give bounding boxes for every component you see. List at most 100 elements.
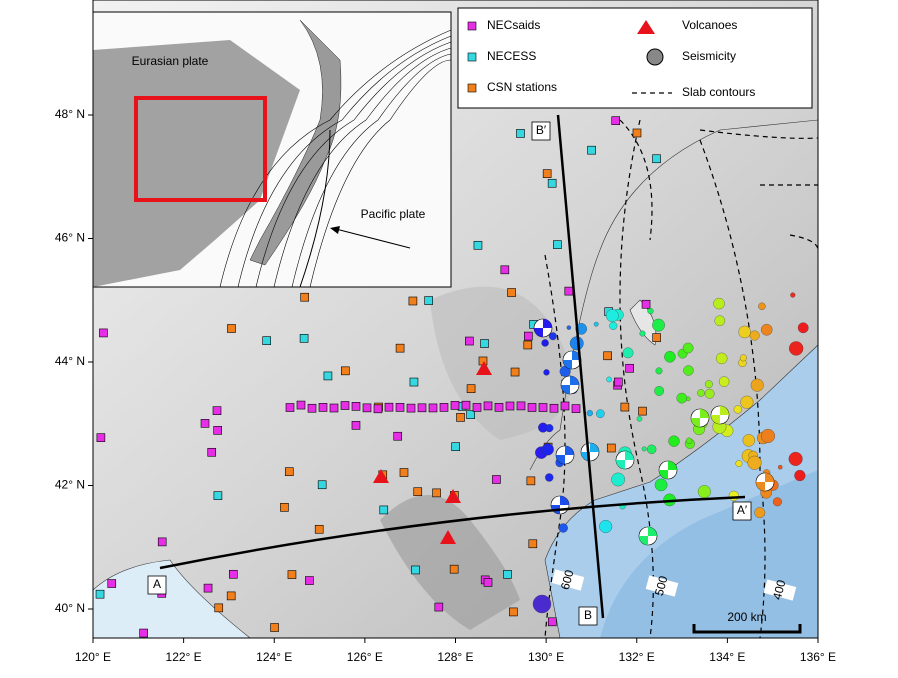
earthquake	[654, 386, 664, 396]
coast	[529, 119, 819, 471]
csn-station	[408, 296, 418, 306]
csn-station	[456, 413, 465, 422]
legend-label: NECsaids	[487, 18, 540, 32]
earthquake	[541, 443, 554, 456]
necsaids-station	[318, 403, 328, 412]
x-tick-label: 128° E	[437, 650, 473, 664]
earthquake	[797, 322, 809, 334]
earthquake	[532, 594, 552, 614]
necsaids-station	[200, 419, 210, 428]
earthquake	[606, 376, 612, 383]
necsaids-station	[395, 403, 405, 412]
volcano	[445, 489, 461, 503]
earthquake	[636, 416, 643, 422]
earthquake	[566, 325, 572, 330]
necess-station	[95, 589, 105, 599]
necsaids-station	[483, 401, 493, 411]
earthquake	[760, 428, 775, 443]
csn-station	[466, 384, 476, 393]
earthquake	[622, 347, 634, 359]
earthquake	[609, 321, 618, 330]
profile-a	[159, 495, 746, 570]
necsaids-station	[96, 433, 106, 442]
necsaids-station	[428, 403, 438, 413]
csn-station	[280, 503, 289, 512]
earthquake	[593, 321, 599, 327]
earthquake	[749, 330, 760, 341]
necsaids-station	[461, 400, 471, 410]
earthquake	[733, 405, 742, 414]
y-tick-label: 42° N	[55, 478, 85, 492]
earthquake	[713, 297, 725, 310]
necsaids-station	[483, 578, 493, 587]
x-tick-label: 124° E	[256, 650, 292, 664]
earthquake	[543, 369, 550, 376]
earthquake	[686, 437, 693, 444]
necsaids-station	[285, 403, 295, 412]
necsaids-station	[107, 579, 117, 588]
focal-mechanism-quadrant	[616, 451, 634, 469]
inset-study-area	[134, 96, 267, 202]
necess-station	[652, 154, 661, 164]
csn-station	[542, 169, 552, 178]
contour-label: 400	[770, 578, 789, 601]
necsaids-station	[296, 400, 306, 410]
earthquake	[652, 318, 665, 332]
earthquake	[705, 380, 713, 389]
focal-mechanism-quadrant	[639, 527, 657, 545]
necsaids-station	[203, 583, 213, 593]
x-tick-label: 120° E	[75, 650, 111, 664]
inset-label: Eurasian plate	[132, 54, 209, 68]
inset-contour	[255, 41, 452, 288]
sea	[92, 559, 251, 639]
volcano	[476, 361, 492, 375]
earthquake	[655, 367, 663, 375]
csn-station	[603, 351, 612, 361]
necess-station	[323, 371, 333, 381]
focal-mechanism-quadrant	[711, 406, 729, 424]
earthquake	[754, 507, 766, 519]
earthquake	[545, 424, 554, 433]
earthquake	[697, 485, 711, 499]
necsaids-station	[472, 403, 482, 412]
necsaids-station	[516, 401, 526, 411]
earthquake	[647, 444, 657, 454]
earthquake	[664, 351, 676, 363]
focal-mechanism-quadrant	[756, 473, 774, 491]
necess-station	[466, 410, 475, 419]
necsaids-station	[625, 363, 634, 373]
earthquake	[611, 472, 625, 487]
inset-arrow	[331, 227, 411, 249]
necess-station	[262, 336, 271, 345]
csn-station	[652, 333, 661, 342]
csn-station	[227, 324, 236, 333]
profile-label: B′	[536, 123, 547, 137]
earthquake	[760, 324, 773, 336]
necsaids-station	[207, 447, 217, 457]
y-tick-label: 48° N	[55, 107, 85, 121]
earthquake	[704, 388, 715, 399]
necsaids-station	[340, 401, 350, 410]
contour-label-box	[645, 575, 679, 597]
earthquake	[639, 330, 646, 337]
earthquake	[676, 392, 688, 404]
necsaids-station	[527, 403, 537, 412]
necess-station	[503, 570, 512, 579]
x-tick-label: 126° E	[347, 650, 383, 664]
necsaids-station	[305, 576, 314, 585]
csn-station	[341, 366, 350, 376]
necess-station	[553, 240, 562, 249]
necsaids-station	[351, 402, 361, 411]
earthquake	[599, 520, 613, 534]
earthquake	[683, 365, 694, 376]
earthquake	[548, 332, 557, 341]
necsaids-station	[99, 328, 108, 338]
necess-station	[411, 565, 420, 575]
earthquake	[789, 341, 804, 356]
earthquake	[778, 465, 783, 470]
necsaids-station	[560, 401, 570, 411]
necsaids-station	[229, 569, 238, 579]
necsaids-station	[494, 403, 504, 412]
profile-label-box	[147, 575, 167, 595]
earthquake	[715, 352, 728, 365]
